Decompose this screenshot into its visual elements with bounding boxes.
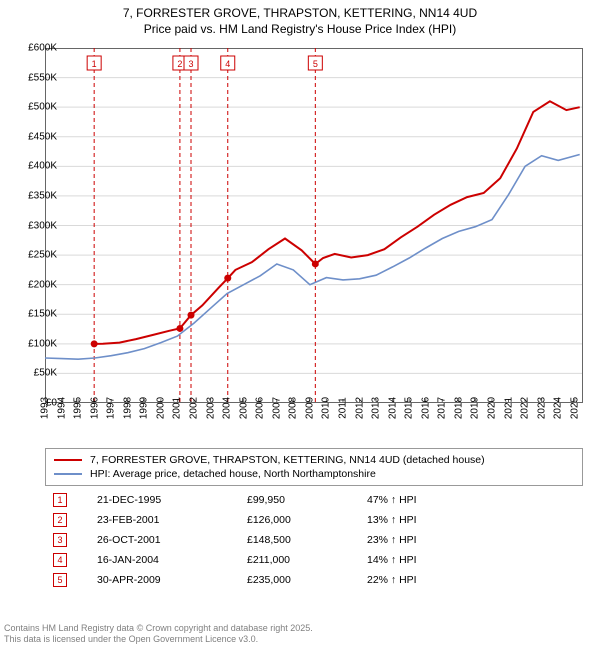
legend-label: 7, FORRESTER GROVE, THRAPSTON, KETTERING… xyxy=(90,454,485,466)
x-tick-label: 2000 xyxy=(155,397,166,419)
x-tick-label: 1997 xyxy=(106,397,117,419)
x-tick-label: 2008 xyxy=(288,397,299,419)
title-line-2: Price paid vs. HM Land Registry's House … xyxy=(0,22,600,38)
x-tick-label: 2004 xyxy=(222,397,233,419)
sale-marker-box: 4 xyxy=(53,553,67,567)
y-tick-label: £450K xyxy=(28,131,57,142)
sale-price: £211,000 xyxy=(247,554,367,566)
x-tick-label: 1999 xyxy=(139,397,150,419)
x-tick-label: 2020 xyxy=(486,397,497,419)
svg-text:2: 2 xyxy=(177,59,182,69)
y-tick-label: £150K xyxy=(28,309,57,320)
y-tick-label: £550K xyxy=(28,72,57,83)
x-tick-label: 2017 xyxy=(437,397,448,419)
legend-swatch xyxy=(54,459,82,461)
sale-marker-box: 2 xyxy=(53,513,67,527)
legend-label: HPI: Average price, detached house, Nort… xyxy=(90,468,376,480)
sale-price: £148,500 xyxy=(247,534,367,546)
sale-marker-box: 5 xyxy=(53,573,67,587)
legend-item: HPI: Average price, detached house, Nort… xyxy=(54,467,574,481)
sale-row: 3 26-OCT-2001£148,50023% ↑ HPI xyxy=(45,530,583,550)
sale-diff: 47% ↑ HPI xyxy=(367,494,487,506)
y-tick-label: £50K xyxy=(34,368,57,379)
x-tick-label: 2007 xyxy=(271,397,282,419)
x-tick-label: 2015 xyxy=(404,397,415,419)
sale-price: £126,000 xyxy=(247,514,367,526)
x-tick-label: 2016 xyxy=(420,397,431,419)
y-tick-label: £100K xyxy=(28,338,57,349)
svg-text:4: 4 xyxy=(225,59,230,69)
footer-line-1: Contains HM Land Registry data © Crown c… xyxy=(4,623,313,635)
y-tick-label: £500K xyxy=(28,102,57,113)
chart-title: 7, FORRESTER GROVE, THRAPSTON, KETTERING… xyxy=(0,0,600,37)
svg-text:3: 3 xyxy=(188,59,193,69)
x-tick-label: 2009 xyxy=(304,397,315,419)
x-tick-label: 2025 xyxy=(569,397,580,419)
sale-marker-box: 3 xyxy=(53,533,67,547)
x-tick-label: 1996 xyxy=(89,397,100,419)
sale-row: 2 23-FEB-2001£126,00013% ↑ HPI xyxy=(45,510,583,530)
legend: 7, FORRESTER GROVE, THRAPSTON, KETTERING… xyxy=(45,448,583,486)
sale-date: 30-APR-2009 xyxy=(97,574,247,586)
x-tick-label: 2018 xyxy=(453,397,464,419)
sale-row: 5 30-APR-2009£235,00022% ↑ HPI xyxy=(45,570,583,590)
sale-diff: 22% ↑ HPI xyxy=(367,574,487,586)
sale-date: 23-FEB-2001 xyxy=(97,514,247,526)
x-tick-label: 2021 xyxy=(503,397,514,419)
sale-row: 1 21-DEC-1995£99,95047% ↑ HPI xyxy=(45,490,583,510)
x-tick-label: 2006 xyxy=(255,397,266,419)
sale-diff: 13% ↑ HPI xyxy=(367,514,487,526)
line-chart: 12345 xyxy=(45,48,583,403)
sales-table: 1 21-DEC-1995£99,95047% ↑ HPI 2 23-FEB-2001… xyxy=(45,490,583,590)
svg-text:1: 1 xyxy=(92,59,97,69)
x-tick-label: 2001 xyxy=(172,397,183,419)
svg-text:5: 5 xyxy=(313,59,318,69)
sale-date: 26-OCT-2001 xyxy=(97,534,247,546)
sale-diff: 23% ↑ HPI xyxy=(367,534,487,546)
sale-price: £99,950 xyxy=(247,494,367,506)
y-tick-label: £600K xyxy=(28,43,57,54)
x-tick-label: 2013 xyxy=(371,397,382,419)
x-tick-label: 2011 xyxy=(337,397,348,419)
x-tick-label: 1994 xyxy=(56,397,67,419)
x-tick-label: 2003 xyxy=(205,397,216,419)
y-tick-label: £400K xyxy=(28,161,57,172)
x-tick-label: 2019 xyxy=(470,397,481,419)
x-tick-label: 2023 xyxy=(536,397,547,419)
sale-price: £235,000 xyxy=(247,574,367,586)
sale-row: 4 16-JAN-2004£211,00014% ↑ HPI xyxy=(45,550,583,570)
sale-date: 16-JAN-2004 xyxy=(97,554,247,566)
title-line-1: 7, FORRESTER GROVE, THRAPSTON, KETTERING… xyxy=(0,6,600,22)
x-tick-label: 1998 xyxy=(122,397,133,419)
sale-marker-box: 1 xyxy=(53,493,67,507)
x-tick-label: 2010 xyxy=(321,397,332,419)
legend-item: 7, FORRESTER GROVE, THRAPSTON, KETTERING… xyxy=(54,453,574,467)
footer-attribution: Contains HM Land Registry data © Crown c… xyxy=(4,623,313,646)
chart-container: 7, FORRESTER GROVE, THRAPSTON, KETTERING… xyxy=(0,0,600,650)
x-tick-label: 2005 xyxy=(238,397,249,419)
x-tick-label: 2024 xyxy=(553,397,564,419)
y-tick-label: £300K xyxy=(28,220,57,231)
sale-date: 21-DEC-1995 xyxy=(97,494,247,506)
footer-line-2: This data is licensed under the Open Gov… xyxy=(4,634,313,646)
y-tick-label: £350K xyxy=(28,190,57,201)
x-tick-label: 1993 xyxy=(40,397,51,419)
x-tick-label: 2002 xyxy=(188,397,199,419)
x-tick-label: 2014 xyxy=(387,397,398,419)
x-tick-label: 1995 xyxy=(73,397,84,419)
y-tick-label: £200K xyxy=(28,279,57,290)
sale-diff: 14% ↑ HPI xyxy=(367,554,487,566)
legend-swatch xyxy=(54,473,82,475)
x-tick-label: 2022 xyxy=(520,397,531,419)
y-tick-label: £250K xyxy=(28,250,57,261)
x-tick-label: 2012 xyxy=(354,397,365,419)
